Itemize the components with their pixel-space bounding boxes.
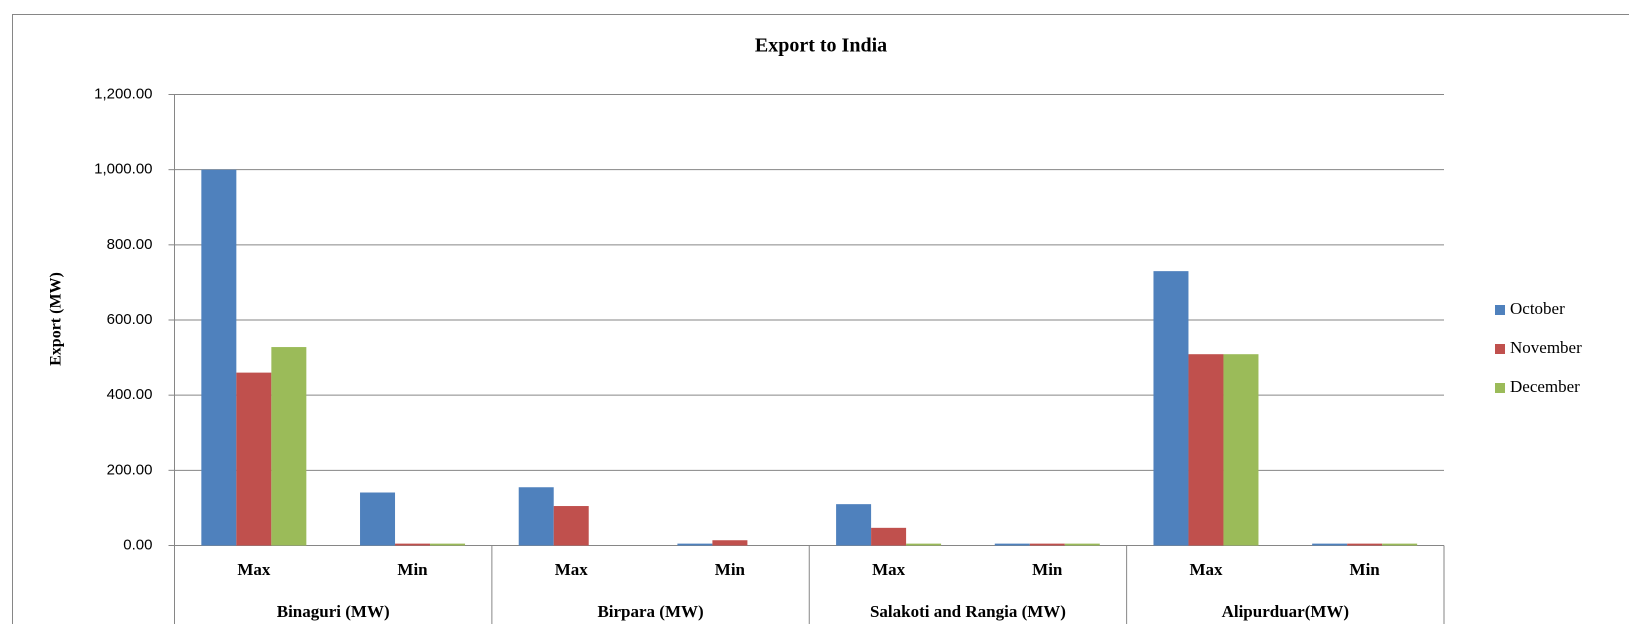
y-tick-label: 400.00 [107, 386, 153, 403]
y-tick-label: 200.00 [107, 461, 153, 478]
x-tick-label: Min [397, 560, 428, 579]
bar [994, 543, 1030, 546]
legend-label: October [1510, 299, 1565, 318]
bar [553, 506, 589, 546]
chart-title: Export to India [755, 35, 887, 57]
bar [236, 372, 272, 546]
group-label: Alipurduar(MW) [1222, 602, 1350, 621]
bar [1153, 271, 1189, 546]
x-tick-label: Min [1350, 560, 1381, 579]
legend-swatch [1495, 344, 1505, 354]
y-tick-label: 600.00 [107, 311, 153, 328]
bar [271, 347, 307, 546]
bar [201, 169, 237, 546]
bar [430, 543, 466, 546]
legend-label: November [1510, 338, 1582, 357]
legend-swatch [1495, 305, 1505, 315]
x-tick-label: Max [237, 560, 271, 579]
bar [395, 543, 431, 546]
bar [871, 527, 907, 546]
x-tick-label: Max [555, 560, 589, 579]
x-tick-label: Min [715, 560, 746, 579]
x-tick-label: Max [1189, 560, 1223, 579]
legend-swatch [1495, 383, 1505, 393]
x-tick-label: Min [1032, 560, 1063, 579]
bar [836, 504, 872, 546]
bar [1029, 543, 1065, 546]
bar [712, 540, 748, 546]
bar [360, 492, 396, 546]
bar [1312, 543, 1348, 546]
y-axis-label: Export (MW) [48, 272, 65, 366]
bar [1188, 354, 1224, 546]
bar [518, 487, 554, 546]
bar [677, 543, 713, 546]
bar [906, 543, 942, 546]
x-tick-label: Max [872, 560, 906, 579]
group-label: Salakoti and Rangia (MW) [870, 602, 1066, 621]
bar [1382, 543, 1418, 546]
y-tick-label: 1,200.00 [94, 85, 152, 102]
y-tick-label: 1,000.00 [94, 161, 152, 178]
group-label: Binaguri (MW) [277, 602, 390, 621]
y-tick-label: 0.00 [123, 536, 152, 553]
y-tick-label: 800.00 [107, 236, 153, 253]
bar [1347, 543, 1383, 546]
group-label: Birpara (MW) [597, 602, 703, 621]
bar [1223, 354, 1259, 546]
bar [1064, 543, 1100, 546]
legend-label: December [1510, 377, 1580, 396]
